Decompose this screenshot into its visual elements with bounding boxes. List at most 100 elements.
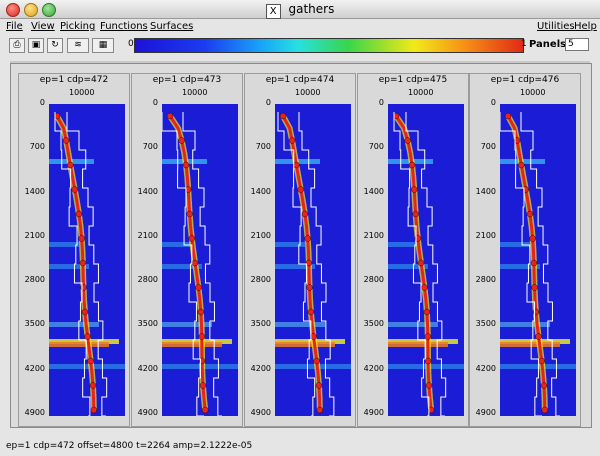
pick-point <box>310 333 317 340</box>
menu-utilities[interactable]: Utilities <box>537 21 575 32</box>
energy-streak <box>388 342 448 347</box>
y-tick-label: 4200 <box>475 363 496 373</box>
semblance-plot[interactable] <box>388 104 464 416</box>
mute-outline <box>520 112 560 416</box>
colorbar[interactable] <box>134 38 524 53</box>
energy-streak <box>49 264 89 269</box>
pick-point <box>188 235 195 242</box>
y-tick-label: 700 <box>368 142 384 152</box>
pick-point <box>197 308 205 316</box>
pick-point <box>297 186 304 193</box>
panel-title: ep=1 cdp=476 <box>490 75 560 85</box>
y-tick-label: 0 <box>265 98 271 107</box>
y-tick-label: 0 <box>490 98 496 107</box>
pick-point <box>315 382 323 389</box>
pick-point <box>423 308 431 316</box>
colorbar-min-label: 0 <box>128 39 134 49</box>
y-tick-label: 0 <box>152 98 158 107</box>
mute-outline <box>54 112 91 416</box>
energy-streak <box>275 322 325 327</box>
semblance-svg <box>500 112 576 416</box>
energy-streak <box>275 364 351 369</box>
panel-x-tick: 10000 <box>69 88 95 97</box>
semblance-plot[interactable] <box>162 104 238 416</box>
pick-point <box>185 186 192 193</box>
close-button[interactable] <box>6 3 20 17</box>
y-tick-label: 3500 <box>363 319 384 329</box>
mute-outline <box>298 112 335 416</box>
semblance-svg <box>49 112 125 416</box>
menu-picking[interactable]: Picking <box>60 21 96 32</box>
pick-point <box>425 382 433 389</box>
energy-streak <box>500 342 560 347</box>
wiggle-display-icon[interactable]: ≋ <box>67 38 89 53</box>
density-display-icon[interactable]: ▦ <box>92 38 114 53</box>
pick-point <box>87 357 94 365</box>
semblance-svg <box>162 112 238 416</box>
pick-point <box>421 284 428 291</box>
pick-point <box>427 406 435 414</box>
print-icon[interactable]: ⎙ <box>9 38 25 53</box>
menu-surfaces[interactable]: Surfaces <box>150 21 194 32</box>
energy-streak <box>162 322 212 327</box>
y-tick-label: 0 <box>39 98 45 107</box>
window-title: gathers <box>288 2 335 16</box>
pick-point <box>81 308 89 316</box>
pick-point <box>304 235 311 242</box>
y-tick-label: 2100 <box>475 230 496 240</box>
pick-point <box>306 284 313 291</box>
gather-panel[interactable]: ep=1 cdp=474 10000 0 700 1400 2100 2800 3500 420… <box>244 73 356 427</box>
zoom-button[interactable] <box>42 3 56 17</box>
panels-input[interactable]: 5 <box>565 38 589 51</box>
energy-streak <box>388 264 428 269</box>
y-tick-label: 3500 <box>475 319 496 329</box>
save-icon[interactable]: ▣ <box>28 38 44 53</box>
mute-outline <box>162 112 204 416</box>
pick-point <box>417 259 425 267</box>
pick-point <box>198 333 205 340</box>
gather-panel[interactable]: ep=1 cdp=473 10000 0 700 1400 2100 2800 3500 420… <box>131 73 243 427</box>
pick-point <box>526 210 534 218</box>
y-tick-label: 4900 <box>475 408 496 417</box>
menu-file[interactable]: File <box>6 21 23 32</box>
y-tick-label: 2100 <box>250 230 271 240</box>
mute-outline <box>66 112 108 416</box>
pick-point <box>78 235 85 242</box>
gather-panel[interactable]: ep=1 cdp=472 10000 0 700 1400 2100 2800 3500 420… <box>18 73 130 427</box>
gather-panel[interactable]: ep=1 cdp=476 10000 0 700 1400 2100 2800 3500 420… <box>469 73 581 427</box>
mute-outline <box>277 112 316 416</box>
pick-point <box>201 406 209 414</box>
pick-point <box>182 161 190 169</box>
y-tick-label: 2100 <box>24 230 45 240</box>
energy-streak <box>275 342 335 347</box>
colorbar-max-label: 1 <box>521 39 527 49</box>
pick-point <box>513 137 521 144</box>
y-tick-label: 1400 <box>363 186 384 196</box>
minimize-button[interactable] <box>24 3 38 17</box>
y-tick-label: 700 <box>29 142 45 152</box>
gather-panel[interactable]: ep=1 cdp=475 10000 0 700 1400 2100 2800 3500 420… <box>357 73 469 427</box>
panel-title: ep=1 cdp=474 <box>265 75 335 85</box>
mute-outline <box>500 112 542 416</box>
semblance-plot[interactable] <box>275 104 351 416</box>
menu-functions[interactable]: Functions <box>100 21 148 32</box>
y-tick-label: 1400 <box>250 186 271 196</box>
pick-point <box>504 112 512 120</box>
pick-point <box>313 357 320 365</box>
y-tick-label: 1400 <box>475 186 496 196</box>
pick-point <box>404 137 411 144</box>
x11-icon: X <box>265 4 281 19</box>
semblance-plot[interactable] <box>49 104 125 416</box>
pick-point <box>279 112 287 120</box>
energy-streak <box>49 364 125 369</box>
energy-streak <box>162 342 222 347</box>
panel-title: ep=1 cdp=472 <box>39 75 109 85</box>
energy-streak <box>500 242 530 247</box>
menu-view[interactable]: View <box>31 21 55 32</box>
semblance-plot[interactable] <box>500 104 576 416</box>
menu-help[interactable]: Help <box>574 21 597 32</box>
energy-streak <box>162 242 192 247</box>
pick-point <box>305 259 313 267</box>
refresh-icon[interactable]: ↻ <box>47 38 63 53</box>
pick-point <box>89 382 97 389</box>
